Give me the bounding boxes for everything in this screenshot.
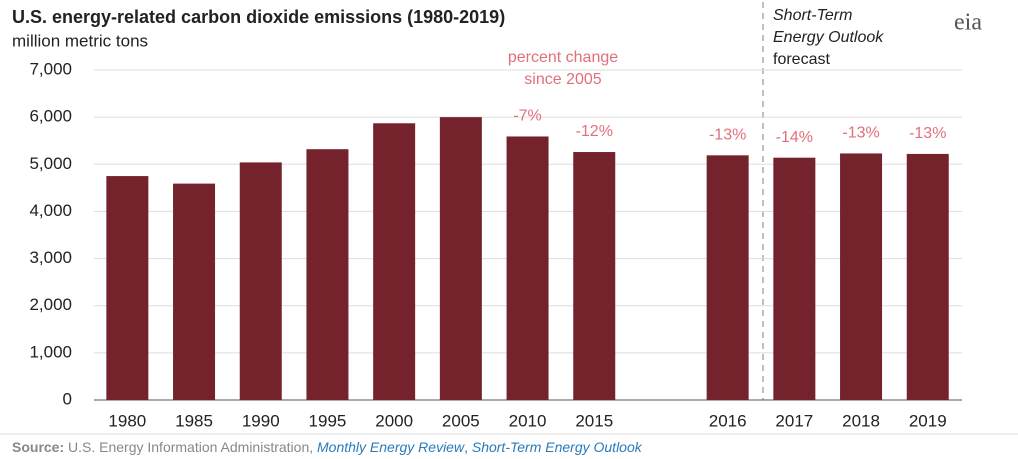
- percent-label: -13%: [909, 125, 946, 142]
- source-agency: U.S. Energy Information Administration,: [68, 439, 313, 455]
- y-tick-label: 5,000: [29, 154, 72, 173]
- percent-label: -14%: [776, 129, 813, 146]
- source: Source: U.S. Energy Information Administ…: [12, 439, 643, 455]
- annotation: percent change: [508, 49, 618, 66]
- x-tick-label: 2010: [509, 411, 547, 430]
- x-tick-label: 2000: [375, 411, 413, 430]
- bar: [106, 176, 149, 400]
- bar: [773, 157, 816, 400]
- x-tick-label: 1980: [108, 411, 146, 430]
- x-tick-label: 1995: [309, 411, 347, 430]
- y-tick-label: 7,000: [29, 59, 72, 78]
- x-tick-label: 2005: [442, 411, 480, 430]
- bar: [840, 153, 883, 400]
- percent-label: -7%: [513, 108, 541, 125]
- chart-subtitle: million metric tons: [12, 31, 148, 50]
- source-label: Source:: [12, 439, 64, 455]
- logo: eia: [954, 10, 982, 36]
- annotation: Short-Term: [773, 7, 852, 24]
- x-tick-label: 2019: [909, 411, 947, 430]
- x-tick-label: 2018: [842, 411, 880, 430]
- x-tick-label: 2017: [775, 411, 813, 430]
- annotation: forecast: [773, 51, 830, 68]
- y-tick-label: 0: [63, 389, 72, 408]
- source-link: Monthly Energy Review: [317, 439, 465, 455]
- y-tick-label: 3,000: [29, 248, 72, 267]
- chart-title: U.S. energy-related carbon dioxide emiss…: [12, 7, 505, 27]
- y-tick-label: 2,000: [29, 295, 72, 314]
- annotation: Energy Outlook: [773, 29, 884, 46]
- bar: [439, 117, 482, 401]
- bar: [306, 149, 349, 400]
- bar: [239, 162, 282, 400]
- bar: [706, 155, 749, 400]
- percent-label: -13%: [842, 125, 879, 142]
- bar: [373, 123, 416, 401]
- x-tick-label: 2016: [709, 411, 747, 430]
- bar: [506, 136, 549, 400]
- bar: [906, 153, 949, 400]
- y-tick-label: 6,000: [29, 107, 72, 126]
- bar: [173, 183, 216, 400]
- percent-label: -13%: [709, 127, 746, 144]
- annotation: since 2005: [524, 71, 601, 88]
- percent-label: -12%: [576, 123, 613, 140]
- y-tick-label: 1,000: [29, 342, 72, 361]
- bar: [573, 152, 616, 400]
- x-tick-label: 1985: [175, 411, 213, 430]
- y-tick-label: 4,000: [29, 201, 72, 220]
- source-separator: ,: [464, 439, 468, 455]
- x-tick-label: 2015: [575, 411, 613, 430]
- source-link: Short-Term Energy Outlook: [472, 439, 643, 455]
- x-tick-label: 1990: [242, 411, 280, 430]
